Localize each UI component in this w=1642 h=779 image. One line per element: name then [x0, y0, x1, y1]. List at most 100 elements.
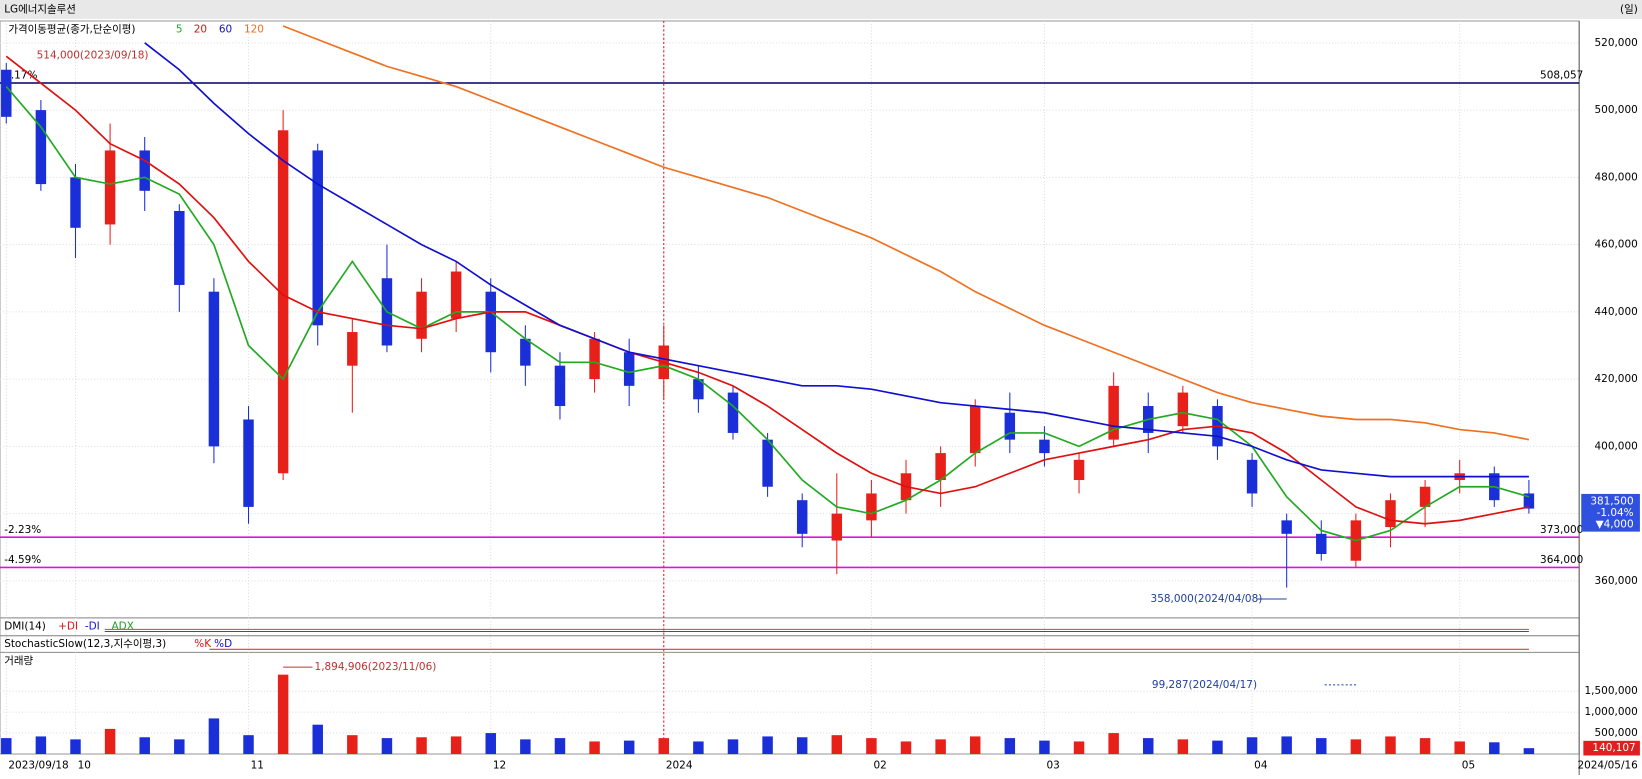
x-tick-label: 2023/09/18	[8, 760, 68, 772]
candle-body	[485, 291, 496, 353]
volume-low-annotation: 99,287(2024/04/17)	[1152, 679, 1257, 691]
reference-note: 3.17%	[4, 70, 37, 82]
volume-bar	[104, 728, 116, 755]
candle-body	[139, 150, 150, 191]
candle-body	[1073, 459, 1085, 481]
title-bar	[0, 0, 1642, 19]
stoch-label: StochasticSlow(12,3,지수이평,3)	[4, 638, 166, 650]
period: (일)	[1620, 2, 1638, 15]
x-tick-label: 2024	[666, 760, 693, 772]
legend-entry: 20	[194, 23, 207, 35]
candle-body	[1316, 533, 1327, 554]
candle-body	[1108, 385, 1119, 440]
candle-body	[347, 332, 358, 366]
current-price-box	[1581, 493, 1640, 532]
x-tick-label: 04	[1254, 760, 1268, 772]
volume-bar	[831, 735, 843, 755]
reference-note: -2.23%	[4, 524, 41, 536]
low-annotation: 358,000(2024/04/08)	[1151, 593, 1263, 605]
candle-body	[1246, 459, 1258, 494]
reference-label: 364,000	[1540, 554, 1583, 566]
volume-bar	[450, 736, 462, 755]
candle-body	[174, 210, 185, 285]
candle-body	[693, 379, 704, 400]
current-change-pct: -1.04%	[1597, 507, 1634, 519]
y-tick-label: 400,000	[1595, 440, 1638, 452]
x-tick-label: 03	[1047, 760, 1060, 772]
moving-average	[5, 55, 1530, 525]
volume-bar	[139, 737, 150, 755]
volume-bar	[1, 738, 12, 755]
volume-bar	[1350, 739, 1362, 755]
candle-body	[70, 177, 81, 228]
volume-bar	[347, 735, 358, 755]
title: LG에너지솔루션	[4, 3, 76, 15]
volume-bar	[1523, 748, 1535, 755]
reference-note: -4.59%	[4, 554, 41, 566]
candle-body	[1177, 392, 1189, 427]
volume-bar	[1004, 738, 1016, 755]
volume-bar	[1316, 738, 1327, 755]
volume-bar	[1385, 736, 1396, 755]
volume-bar	[900, 741, 912, 755]
volume-bar	[70, 739, 81, 755]
candle-body	[935, 453, 946, 481]
reference-label: 373,000	[1540, 524, 1583, 536]
volume-bar	[693, 741, 704, 755]
y-tick-label: 480,000	[1595, 171, 1638, 183]
volume-bar	[1489, 742, 1500, 755]
volume-bar	[762, 736, 773, 755]
candle-body	[554, 365, 566, 407]
candle-body	[589, 338, 600, 380]
volume-bar	[969, 736, 981, 755]
candle-body	[796, 500, 808, 534]
volume-bar	[1212, 740, 1223, 755]
candle-body	[831, 513, 843, 541]
y-tick-label: 420,000	[1595, 373, 1638, 385]
ma-label: 가격이동평균(종가,단순이평)	[8, 22, 135, 35]
volume-bar	[1108, 733, 1119, 755]
legend-entry: 60	[219, 23, 232, 35]
volume-bar	[623, 740, 635, 755]
x-tick-label: 10	[78, 760, 91, 772]
volume-high-annotation: 1,894,906(2023/11/06)	[315, 661, 437, 673]
volume-bar	[312, 724, 323, 755]
volume-bar	[416, 737, 427, 755]
volume-bar	[866, 738, 877, 755]
candle-body	[866, 493, 877, 521]
volume-bar	[1281, 736, 1292, 755]
legend-entry: 120	[244, 23, 264, 35]
volume-bar	[554, 738, 566, 755]
candle-body	[762, 439, 773, 487]
volume-bar	[174, 739, 185, 755]
candle-body	[1281, 520, 1292, 534]
candle-body	[1419, 486, 1431, 507]
candle-body	[450, 271, 462, 319]
volume-bar	[1419, 738, 1431, 755]
candle-body	[243, 419, 254, 507]
volume-bar	[658, 738, 670, 755]
candle-body	[208, 291, 220, 447]
volume-bar	[1143, 738, 1154, 755]
y-tick-label: 500,000	[1595, 727, 1638, 739]
volume-bar	[1454, 741, 1465, 755]
legend-entry: 5	[176, 23, 183, 35]
volume-bar	[1246, 737, 1258, 755]
volume-label: 거래량	[4, 655, 33, 667]
candle-body	[520, 338, 531, 366]
current-price: 381,500	[1590, 495, 1633, 507]
current-change: ▼4,000	[1596, 518, 1634, 530]
high-annotation: 514,000(2023/09/18)	[37, 50, 149, 62]
moving-average	[282, 25, 1530, 441]
volume-bar	[520, 739, 531, 755]
candle-body	[623, 352, 635, 386]
candle-body	[104, 150, 116, 225]
moving-average	[5, 86, 1530, 542]
candle-body	[35, 110, 47, 185]
y-tick-label: 520,000	[1595, 37, 1638, 49]
volume-bar	[485, 733, 496, 755]
stoch-label: %D	[214, 638, 232, 650]
candle-body	[1385, 500, 1396, 528]
